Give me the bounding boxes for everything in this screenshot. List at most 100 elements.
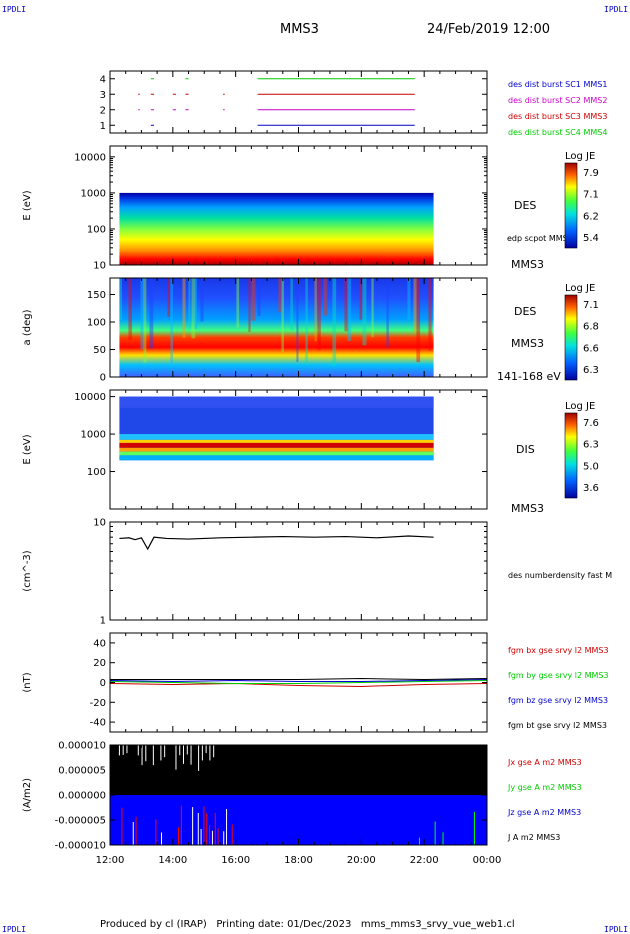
panel-4-ytick-label: 1000: [81, 430, 106, 441]
pitch-angle-streak: [188, 278, 191, 330]
current-legend-4: J A m2 MMS3: [507, 833, 560, 842]
panel-6-ytick-label: 20: [93, 658, 106, 669]
panel-2-ytick-label: 10: [93, 261, 106, 272]
mms3-label-p3: MMS3: [511, 337, 544, 350]
b-field-legend-2: fgm by gse srvy l2 MMS3: [508, 671, 609, 680]
pitch-angle-streak: [386, 278, 389, 348]
pitch-angle-streak: [314, 278, 317, 342]
dis-high-energy-band: [119, 396, 434, 408]
panel-7-ytick-label: 0.000000: [58, 791, 106, 802]
pitch-angle-streak: [170, 278, 174, 364]
density-legend: des numberdensity fast M: [508, 571, 612, 580]
time-tick-label: 18:00: [284, 855, 313, 866]
panel-2-ytick-label: 1000: [81, 188, 106, 199]
time-tick-label: 16:00: [221, 855, 250, 866]
pitch-angle-streak: [191, 278, 196, 339]
pitch-angle-streak: [281, 278, 284, 352]
b-field-line-1: [109, 682, 488, 687]
colorbar-2-tick-label: 5.4: [583, 233, 599, 244]
des-label-p3: DES: [514, 305, 536, 318]
pitch-angle-streak: [371, 278, 374, 338]
datetime-title: 24/Feb/2019 12:00: [427, 22, 550, 37]
pitch-angle-streak: [149, 278, 154, 349]
panel-5-ylabel: (cm^-3): [22, 550, 33, 591]
current-legend-2: Jy gse A m2 MMS3: [507, 783, 582, 792]
panel-7-ytick-label: 0.000010: [58, 741, 106, 752]
panel-2-ytick-label: 100: [87, 224, 106, 235]
panel-5-ytick-label: 10: [93, 518, 106, 529]
colorbar-4-title: Log JE: [565, 401, 595, 412]
time-tick-label: 00:00: [473, 855, 502, 866]
b-field-legend-3: fgm bz gse srvy l2 MMS3: [508, 696, 608, 705]
pitch-angle-streak: [359, 278, 363, 320]
time-tick-label: 20:00: [347, 855, 376, 866]
colorbar-4: [564, 412, 578, 499]
b-field-legend-4: fgm bt gse srvy l2 MMS3: [508, 721, 607, 730]
pitch-angle-streak: [248, 278, 251, 332]
panel-3-ytick-label: 100: [87, 318, 106, 329]
pitch-angle-streak: [236, 278, 240, 328]
pitch-angle-streak: [194, 278, 197, 330]
colorbar-3: [564, 294, 578, 381]
colorbar-2-tick-label: 7.1: [583, 190, 599, 201]
panel-4-ylabel: E (eV): [22, 434, 33, 464]
corner-label-bl: IPDLI: [2, 925, 27, 934]
pitch-angle-streak: [347, 278, 352, 341]
colorbar-3-tick-label: 7.1: [583, 300, 599, 311]
panel-3-ylabel: a (deg): [22, 309, 33, 345]
pitch-angle-streak: [407, 278, 411, 320]
time-tick-label: 14:00: [158, 855, 187, 866]
colorbar-4-tick-label: 3.6: [583, 483, 599, 494]
panel-7-ytick-label: -0.000010: [55, 841, 106, 852]
dis-band-2: [119, 439, 434, 443]
dis-label: DIS: [516, 443, 535, 456]
b-field-line-4: [110, 678, 488, 681]
panel-7-ytick-label: -0.000005: [55, 816, 106, 827]
colorbar-2-tick-label: 6.2: [583, 211, 599, 222]
dis-band-5: [119, 451, 434, 456]
des-pitch-angle-spectrogram: [119, 278, 434, 377]
legend-burst-sc2: des dist burst SC2 MMS2: [508, 96, 607, 105]
colorbar-3-title: Log JE: [565, 283, 595, 294]
dis-band-3: [119, 442, 434, 448]
panel-4-ytick-label: 10000: [74, 392, 106, 403]
pitch-angle-streak: [416, 278, 421, 363]
pitch-angle-streak: [290, 278, 293, 330]
panel-1-ytick-label: 4: [100, 74, 106, 85]
pitch-angle-streak: [362, 278, 367, 346]
panel-1-ytick-label: 2: [100, 105, 106, 116]
energy-range-label: 141-168 eV: [497, 370, 561, 383]
pitch-angle-streak: [323, 278, 328, 316]
colorbar-3-tick-label: 6.6: [583, 343, 599, 354]
pitch-angle-streak: [182, 278, 186, 338]
corner-label-br: IPDLI: [604, 925, 629, 934]
colorbar-2-title: Log JE: [565, 151, 595, 162]
panel-6-ylabel: (nT): [22, 672, 33, 692]
current-negative-fill: [110, 795, 487, 845]
legend-burst-sc1: des dist burst SC1 MMS1: [508, 80, 607, 89]
pitch-angle-streak: [251, 278, 256, 321]
des-energy-spectrogram: [119, 192, 434, 265]
pitch-angle-streak: [317, 278, 321, 351]
pitch-angle-streak: [413, 278, 417, 334]
pitch-angle-streak: [128, 278, 132, 340]
colorbar-4-tick-label: 6.3: [583, 440, 599, 451]
colorbar-2-tick-label: 7.9: [583, 168, 599, 179]
mms3-label-p4: MMS3: [511, 502, 544, 515]
dis-band-4: [119, 447, 434, 452]
plot-data-layer: [109, 78, 488, 845]
colorbar-3-tick-label: 6.3: [583, 365, 599, 376]
dis-band-1: [119, 434, 434, 440]
colorbar-3-tick-label: 6.8: [583, 322, 599, 333]
pitch-angle-streak: [296, 278, 299, 362]
scpot-label: edp scpot MMS3: [507, 234, 573, 243]
current-legend-1: Jx gse A m2 MMS3: [507, 758, 582, 767]
pitch-angle-streak: [119, 278, 123, 321]
current-positive-fill: [110, 745, 487, 795]
panel-6-ytick-label: 0: [100, 678, 106, 689]
panel-6-ytick-label: -20: [90, 698, 106, 709]
pitch-angle-streak: [200, 278, 204, 322]
density-line: [119, 535, 434, 551]
